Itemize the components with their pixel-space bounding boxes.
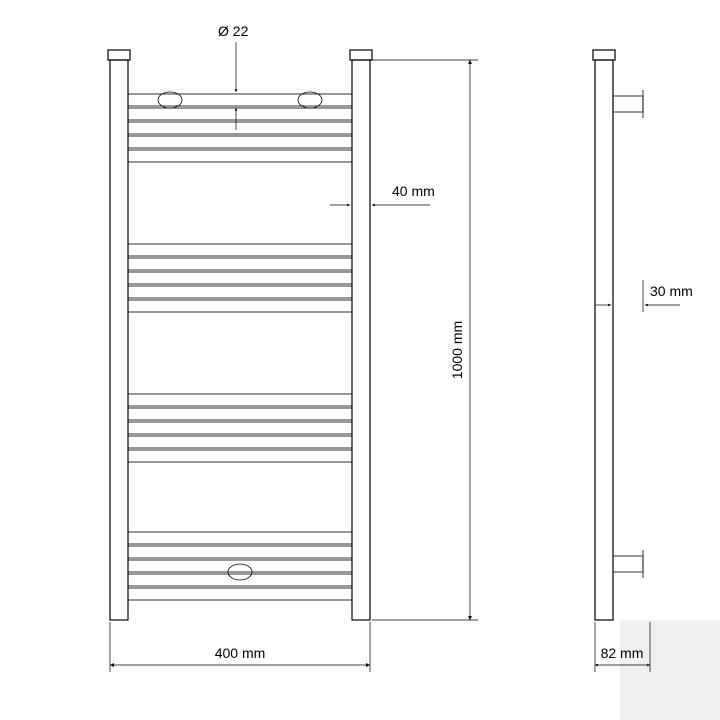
front-view [108, 50, 372, 620]
technical-drawing: Ø 22 40 mm 1000 mm 400 mm 30 mm [0, 0, 720, 720]
dim-width-label: 400 mm [215, 645, 266, 661]
dim-rail-width: 40 mm [330, 168, 435, 212]
bracket-bottom [613, 550, 643, 578]
dim-bracket: 30 mm [595, 280, 693, 312]
dim-depth-label: 82 mm [601, 645, 644, 661]
dim-rail-width-label: 40 mm [392, 183, 435, 199]
dim-height: 1000 mm [372, 60, 478, 620]
dim-width: 400 mm [110, 622, 370, 672]
dim-tube-dia: Ø 22 [218, 23, 249, 130]
watermark [620, 620, 720, 720]
dim-bracket-label: 30 mm [650, 283, 693, 299]
dim-height-label: 1000 mm [449, 321, 465, 379]
side-view [593, 50, 643, 620]
bracket-top [613, 90, 643, 118]
dim-tube-dia-label: Ø 22 [218, 23, 249, 39]
